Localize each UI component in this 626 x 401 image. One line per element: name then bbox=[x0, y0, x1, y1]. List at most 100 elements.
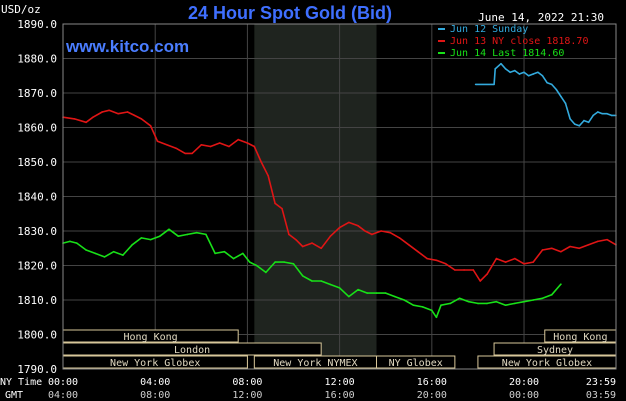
data-point bbox=[394, 295, 396, 298]
data-point bbox=[101, 111, 103, 113]
data-point bbox=[541, 297, 544, 300]
data-point bbox=[85, 249, 87, 251]
data-point bbox=[407, 244, 410, 246]
data-point bbox=[569, 118, 571, 120]
data-point bbox=[587, 244, 590, 246]
data-point bbox=[403, 299, 405, 301]
data-point bbox=[329, 235, 332, 237]
data-point bbox=[560, 95, 562, 98]
data-point bbox=[281, 207, 283, 210]
data-point bbox=[592, 114, 594, 117]
data-point bbox=[578, 124, 581, 127]
data-point bbox=[463, 269, 465, 271]
data-point bbox=[504, 68, 507, 70]
data-point bbox=[260, 161, 263, 163]
y-tick-label: 1840.0 bbox=[17, 191, 57, 204]
data-point bbox=[92, 116, 94, 118]
data-point bbox=[523, 71, 525, 74]
data-point bbox=[541, 74, 544, 77]
x-tick-label-ny: 12:00 bbox=[325, 377, 355, 388]
chart-timestamp: June 14, 2022 21:30 bbox=[478, 11, 604, 24]
x-tick-label-ny: 20:00 bbox=[509, 377, 539, 388]
data-point bbox=[380, 230, 382, 232]
data-point bbox=[546, 81, 548, 84]
x-tick-label-ny: 00:00 bbox=[48, 377, 78, 388]
data-point bbox=[514, 69, 516, 72]
data-point bbox=[500, 62, 502, 65]
data-point bbox=[398, 237, 401, 239]
data-point bbox=[366, 292, 369, 294]
data-point bbox=[126, 111, 129, 113]
data-point bbox=[200, 143, 203, 146]
data-point bbox=[532, 73, 535, 75]
data-point bbox=[587, 121, 590, 124]
data-point bbox=[375, 292, 378, 294]
data-point bbox=[384, 292, 387, 294]
data-point bbox=[555, 88, 558, 91]
x-tick-label-gmt: 20:00 bbox=[417, 390, 447, 401]
data-point bbox=[338, 226, 341, 229]
data-point bbox=[94, 252, 97, 255]
data-point bbox=[165, 143, 168, 146]
data-point bbox=[320, 247, 322, 250]
data-point bbox=[523, 262, 525, 265]
data-point bbox=[509, 71, 511, 74]
data-point bbox=[421, 306, 424, 308]
data-point bbox=[472, 269, 475, 271]
data-point bbox=[504, 304, 507, 306]
data-point bbox=[479, 280, 482, 282]
data-point bbox=[103, 256, 106, 258]
data-point bbox=[223, 250, 226, 253]
data-point bbox=[301, 245, 304, 248]
y-axis-ticks: 1790.0 1800.0 1810.0 1820.0 1830.0 1840.0 1850… bbox=[17, 18, 57, 376]
market-box bbox=[375, 355, 456, 369]
x-tick-label-ny: 04:00 bbox=[140, 377, 170, 388]
data-point bbox=[523, 300, 525, 303]
y-tick-label: 1820.0 bbox=[17, 260, 57, 273]
x-tick-label-ny: 23:59 bbox=[586, 377, 616, 388]
data-point bbox=[357, 225, 359, 227]
data-point bbox=[444, 262, 447, 265]
data-point bbox=[131, 244, 133, 246]
data-point bbox=[140, 118, 143, 120]
data-point bbox=[578, 247, 581, 250]
data-point bbox=[495, 300, 498, 303]
x-tick-label-gmt: 12:00 bbox=[232, 390, 262, 401]
data-point bbox=[601, 112, 604, 115]
chart-title: 24 Hour Spot Gold (Bid) bbox=[188, 3, 392, 23]
data-point bbox=[467, 300, 470, 303]
x-tick-label-gmt: 00:00 bbox=[509, 390, 539, 401]
data-point bbox=[218, 142, 221, 144]
data-point bbox=[301, 275, 304, 277]
x-tick-label-gmt: 04:00 bbox=[48, 390, 78, 401]
data-point bbox=[477, 302, 479, 305]
data-point bbox=[195, 231, 198, 234]
data-point bbox=[205, 233, 207, 236]
data-point bbox=[560, 283, 562, 285]
data-point bbox=[493, 83, 495, 86]
data-point bbox=[267, 175, 269, 177]
y-tick-label: 1890.0 bbox=[17, 18, 57, 31]
data-point bbox=[159, 235, 161, 237]
data-point bbox=[532, 299, 535, 301]
data-point bbox=[191, 152, 193, 155]
data-point bbox=[117, 112, 120, 115]
market-label: London bbox=[174, 345, 210, 356]
legend-label: Jun 14 Last 1814.60 bbox=[450, 48, 564, 59]
data-point bbox=[564, 102, 567, 105]
y-tick-label: 1830.0 bbox=[17, 225, 57, 238]
data-point bbox=[112, 250, 115, 253]
data-point bbox=[140, 237, 143, 239]
data-point bbox=[583, 119, 585, 122]
data-point bbox=[494, 68, 497, 70]
data-point bbox=[232, 257, 235, 260]
kitco-watermark: www.kitco.com bbox=[65, 37, 189, 56]
data-point bbox=[76, 242, 78, 244]
data-point bbox=[248, 261, 251, 263]
ny-time-row-label: NY Time bbox=[0, 377, 42, 388]
x-tick-label-gmt: 08:00 bbox=[140, 390, 170, 401]
data-point bbox=[560, 250, 562, 253]
data-point bbox=[288, 233, 290, 236]
data-point bbox=[283, 261, 286, 263]
